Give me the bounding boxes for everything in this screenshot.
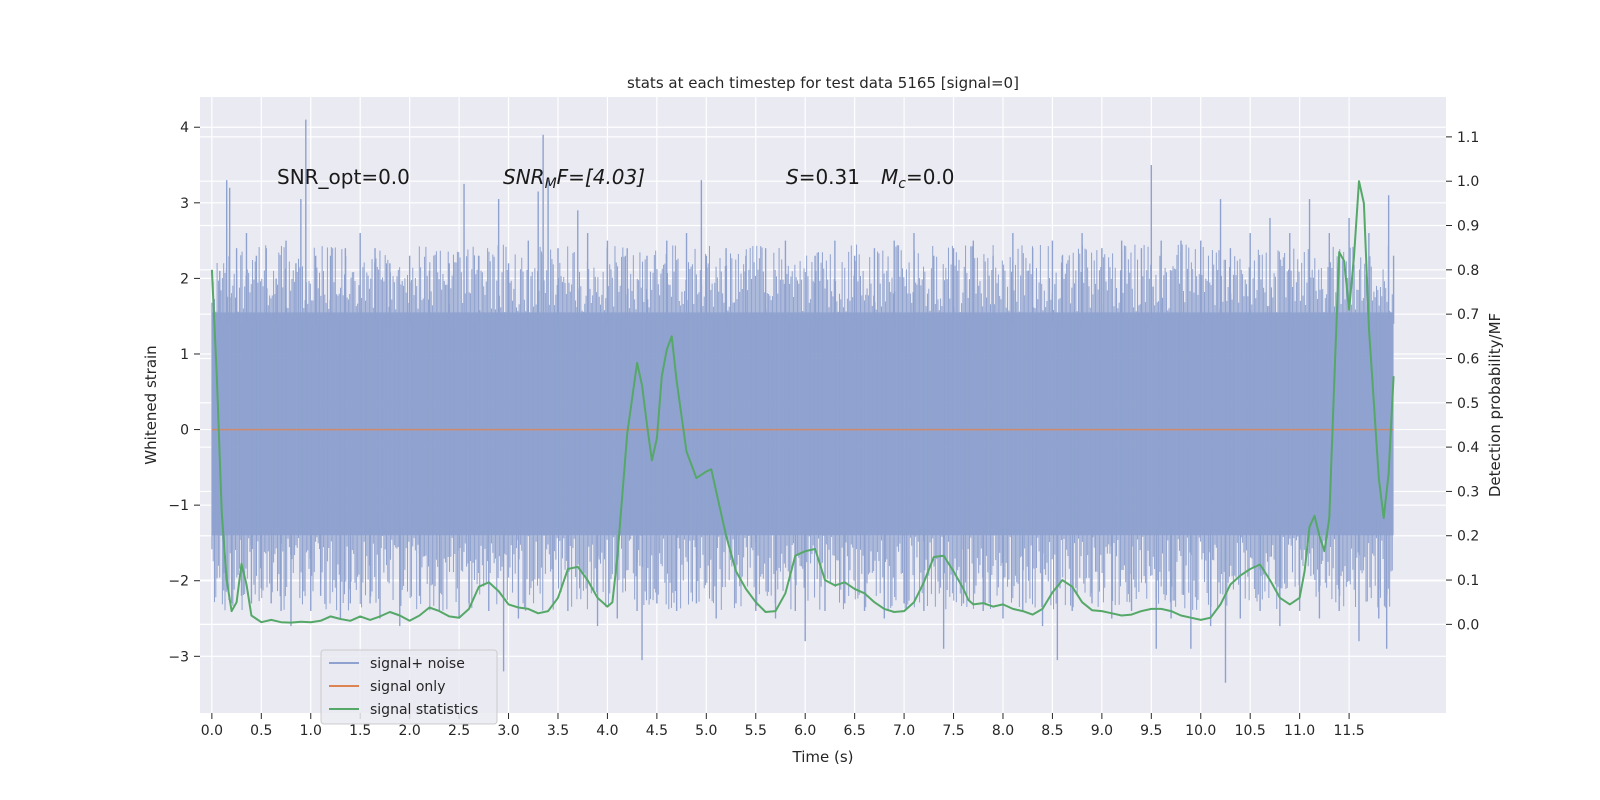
y-tick-label: −1	[168, 498, 189, 514]
annotation-mc-value: =0.0	[906, 165, 955, 189]
x-tick-label: 4.5	[646, 723, 668, 739]
y2-axis-ticks: 0.0 0.1 0.2 0.3 0.4 0.5 0.6 0.7 0.8 0.9 1.0 1.1	[1446, 130, 1479, 633]
x-tick-label: 6.5	[844, 723, 866, 739]
legend-label-signal-only: signal only	[370, 679, 445, 695]
y2-tick-label: 0.0	[1457, 617, 1479, 633]
x-tick-label: 3.0	[497, 723, 519, 739]
x-axis-label: Time (s)	[792, 748, 854, 766]
y-axis-ticks: −3 −2 −1 0 1 2 3 4	[168, 120, 200, 665]
x-tick-label: 6.0	[794, 723, 816, 739]
x-tick-label: 11.5	[1334, 723, 1365, 739]
y-tick-label: −3	[168, 649, 189, 665]
annotation-snr-mf-main: SNR	[503, 165, 545, 189]
x-tick-label: 9.5	[1140, 723, 1162, 739]
x-tick-label: 0.0	[201, 723, 223, 739]
annotation-s-value: =0.31	[799, 165, 860, 189]
x-tick-label: 3.5	[547, 723, 569, 739]
y2-tick-label: 0.2	[1457, 529, 1479, 545]
y2-tick-label: 1.1	[1457, 130, 1479, 146]
legend: signal+ noise signal only signal statist…	[320, 649, 498, 725]
x-tick-label: 7.5	[942, 723, 964, 739]
annotation-snr-mf-subscript: M	[545, 176, 557, 192]
x-tick-label: 11.0	[1284, 723, 1315, 739]
x-tick-label: 9.0	[1091, 723, 1113, 739]
x-tick-label: 1.0	[300, 723, 322, 739]
x-tick-label: 4.0	[596, 723, 618, 739]
annotation-snr-mf-rest: F=[4.03]	[557, 165, 645, 189]
x-tick-label: 8.0	[992, 723, 1014, 739]
x-tick-label: 10.5	[1235, 723, 1266, 739]
y2-tick-label: 0.4	[1457, 440, 1479, 456]
x-tick-label: 2.5	[448, 723, 470, 739]
y-tick-label: 2	[180, 271, 189, 287]
annotation-mc-symbol: M	[881, 165, 898, 189]
signal-statistics-line	[210, 180, 1395, 624]
legend-box	[320, 649, 498, 725]
y2-tick-label: 0.1	[1457, 573, 1479, 589]
y2-tick-label: 0.9	[1457, 219, 1479, 235]
legend-label-signal-noise: signal+ noise	[370, 656, 465, 672]
x-tick-label: 0.5	[250, 723, 272, 739]
noise-series	[211, 119, 1395, 683]
y2-tick-label: 0.8	[1457, 263, 1479, 279]
y2-tick-label: 0.6	[1457, 351, 1479, 367]
y-tick-label: −2	[168, 574, 189, 590]
x-tick-label: 8.5	[1041, 723, 1063, 739]
y-tick-label: 0	[180, 423, 189, 439]
x-tick-label: 5.0	[695, 723, 717, 739]
y-tick-label: 3	[180, 196, 189, 212]
x-tick-label: 5.5	[745, 723, 767, 739]
x-tick-label: 10.0	[1185, 723, 1216, 739]
y2-tick-label: 0.3	[1457, 484, 1479, 500]
annotation-s: S=0.31	[786, 165, 860, 189]
y2-tick-label: 1.0	[1457, 174, 1479, 190]
x-tick-label: 1.5	[349, 723, 371, 739]
y2-axis-label: Detection probability/MF	[1486, 313, 1504, 497]
y-tick-label: 1	[180, 347, 189, 363]
x-tick-label: 2.0	[399, 723, 421, 739]
annotation-mc: Mc=0.0	[881, 165, 955, 192]
annotation-mc-subscript: c	[898, 176, 906, 192]
x-axis-ticks: 0.0 0.5 1.0 1.5 2.0 2.5 3.0 3.5 4.0 4.5 5.0 5.5 6.0 6…	[201, 713, 1365, 739]
legend-label-signal-statistics: signal statistics	[370, 702, 478, 718]
annotation-s-symbol: S	[786, 165, 799, 189]
signal-statistics-series	[210, 180, 1395, 624]
y2-tick-label: 0.7	[1457, 307, 1479, 323]
annotation-snr-mf: SNRMF=[4.03]	[503, 165, 645, 192]
y-tick-label: 4	[180, 120, 189, 136]
y2-tick-label: 0.5	[1457, 396, 1479, 412]
y-axis-label: Whitened strain	[142, 345, 160, 464]
annotation-snr-opt: SNR_opt=0.0	[277, 165, 410, 189]
x-tick-label: 7.0	[893, 723, 915, 739]
chart-title: stats at each timestep for test data 516…	[627, 74, 1019, 92]
